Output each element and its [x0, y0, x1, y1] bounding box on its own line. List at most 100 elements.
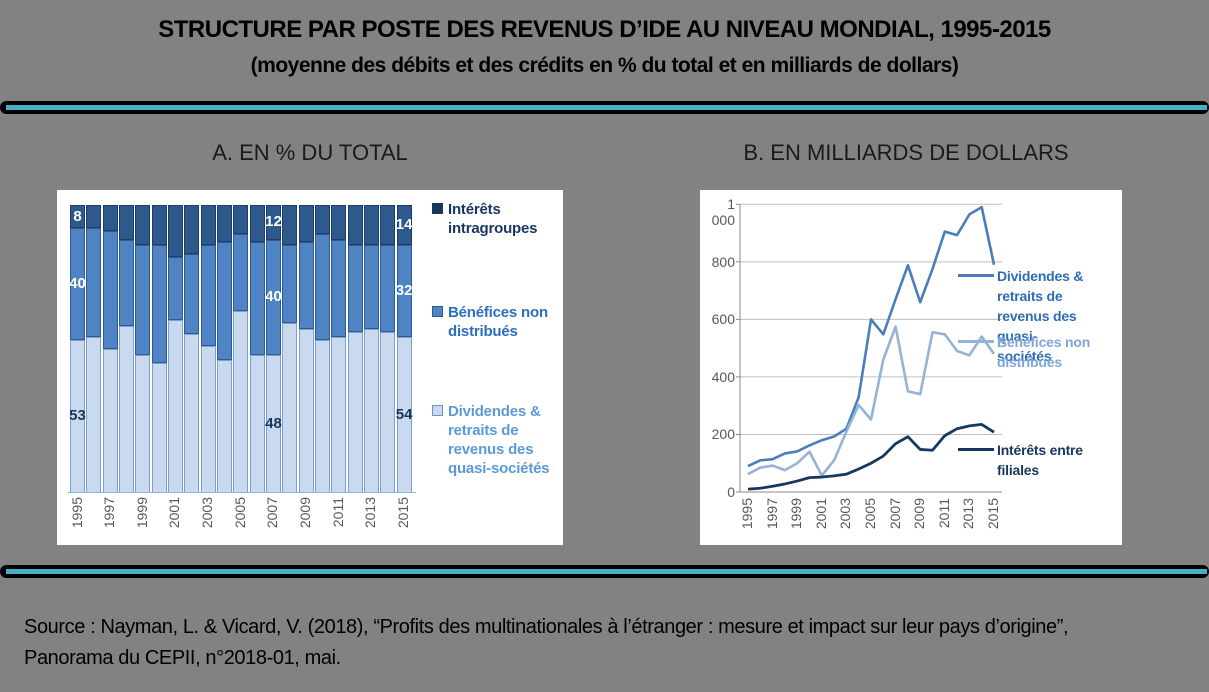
bar-2010 [314, 205, 330, 493]
legend-label: Intérêts intragroupes [448, 201, 538, 237]
divider-bar-top [0, 101, 1209, 114]
bar-segment [216, 242, 232, 361]
bar-segment [314, 233, 330, 341]
line-series [747, 205, 996, 468]
bar-segment [380, 205, 396, 246]
bar-segment [347, 205, 363, 246]
bar-segment [380, 245, 396, 332]
bar-data-label: 32 [395, 282, 413, 300]
bar-data-label: 53 [69, 407, 86, 425]
bar-segment [363, 328, 379, 493]
bar-segment [282, 205, 298, 246]
bar-2011 [331, 205, 347, 493]
bar-segment [167, 205, 183, 257]
bar-segment [135, 205, 151, 246]
chart-a-title: A. EN % DU TOTAL [212, 140, 408, 165]
x-tick-label: 2003 [199, 497, 216, 529]
bar-segment [118, 325, 134, 493]
bar-2001 [167, 205, 183, 493]
legend-label: Dividendes & retraits de revenus des qua… [997, 268, 1084, 364]
bar-2009 [298, 205, 314, 493]
bar-segment [216, 360, 232, 493]
x-tick-label: 2011 [935, 498, 952, 529]
bar-segment [396, 205, 412, 246]
x-tick-label: 2009 [911, 498, 928, 530]
legend-item-dividendes-retraits: Dividendes & retraits de revenus des qua… [958, 266, 1091, 366]
legend-swatch-line [958, 448, 994, 451]
bar-data-label: 12 [265, 213, 282, 231]
x-tick-label: 1999 [133, 497, 150, 529]
y-tick-label: 200 [711, 426, 735, 443]
x-tick-label: 2013 [362, 497, 379, 529]
bar-2015 [396, 205, 412, 493]
bar-2000 [151, 205, 167, 493]
x-tick-label: 2001 [166, 497, 183, 529]
bar-segment [282, 322, 298, 493]
bar-segment [314, 340, 330, 493]
legend-label: Bénéfices non distribués [448, 304, 548, 340]
x-tick-label: 2007 [886, 498, 903, 530]
bar-segment [184, 205, 200, 254]
bar-segment [233, 311, 249, 493]
line-series [747, 325, 996, 477]
bar-segment [70, 205, 85, 229]
page-title: STRUCTURE PAR POSTE DES REVENUS D’IDE AU… [158, 16, 1051, 43]
source-line-1: Source : Nayman, L. & Vicard, V. (2018),… [24, 616, 1069, 638]
bar-segment [216, 205, 232, 243]
x-tick-label: 1997 [101, 497, 118, 529]
bar-data-label: 40 [69, 275, 86, 293]
bar-segment [200, 205, 216, 246]
line-plot [700, 190, 1122, 550]
bar-data-label: 40 [265, 288, 282, 306]
bar-segment [265, 239, 281, 355]
bar-segment [102, 348, 118, 493]
bar-segment [396, 245, 412, 338]
bar-segment [118, 239, 134, 326]
bar-segment [86, 205, 102, 229]
bar-segment [135, 245, 151, 355]
bar-segment [200, 345, 216, 493]
bar-segment [347, 331, 363, 493]
line-chart-svg [736, 203, 1002, 493]
legend-swatch-square [432, 203, 443, 214]
divider-stripe [6, 105, 1207, 110]
bar-2002 [184, 205, 200, 493]
x-tick-label: 2001 [812, 498, 829, 530]
legend-item-interets-entre-filiales: Intérêts entre filiales [958, 440, 1101, 480]
legend-label: Bénéfices non distribués [997, 334, 1091, 370]
y-tick-label: 800 [711, 253, 735, 270]
bar-data-label: 14 [395, 216, 413, 234]
bar-2012 [347, 205, 363, 493]
bar-segment [282, 245, 298, 323]
bar-1996 [86, 205, 102, 493]
bar-segment [314, 205, 330, 234]
bar-segment [298, 242, 314, 329]
bar-2014 [380, 205, 396, 493]
y-tick-label: 1 000 [711, 196, 735, 229]
bar-2013 [363, 205, 379, 493]
bar-segment [347, 245, 363, 332]
x-tick-label: 1999 [788, 498, 805, 530]
bar-segment [249, 205, 265, 243]
bar-segment [102, 205, 118, 231]
page-subtitle: (moyenne des débits et des crédits en % … [250, 54, 959, 77]
bar-segment [184, 334, 200, 493]
bar-1998 [118, 205, 134, 493]
bar-1995 [70, 205, 85, 493]
bar-segment [331, 239, 347, 338]
stacked-bar-plot: 1995 1997 1999 2001 2003 2005 2007 2009 2011 2013… [57, 190, 563, 545]
bar-segment [102, 230, 118, 349]
x-tick-label: 2013 [960, 498, 977, 530]
bar-2008 [282, 205, 298, 493]
chart-b-panel: Dividendes & retraits de revenus des qua… [700, 190, 1122, 545]
divider-bar-bottom [0, 565, 1209, 578]
x-tick-label: 2005 [862, 498, 878, 530]
line-series [747, 422, 995, 491]
bar-segment [298, 328, 314, 493]
bar-segment [184, 253, 200, 335]
legend-swatch-square [432, 306, 443, 317]
bar-segment [298, 205, 314, 243]
bar-segment [233, 233, 249, 312]
source-line-2: Panorama du CEPII, n°2018-01, mai. [24, 647, 341, 669]
